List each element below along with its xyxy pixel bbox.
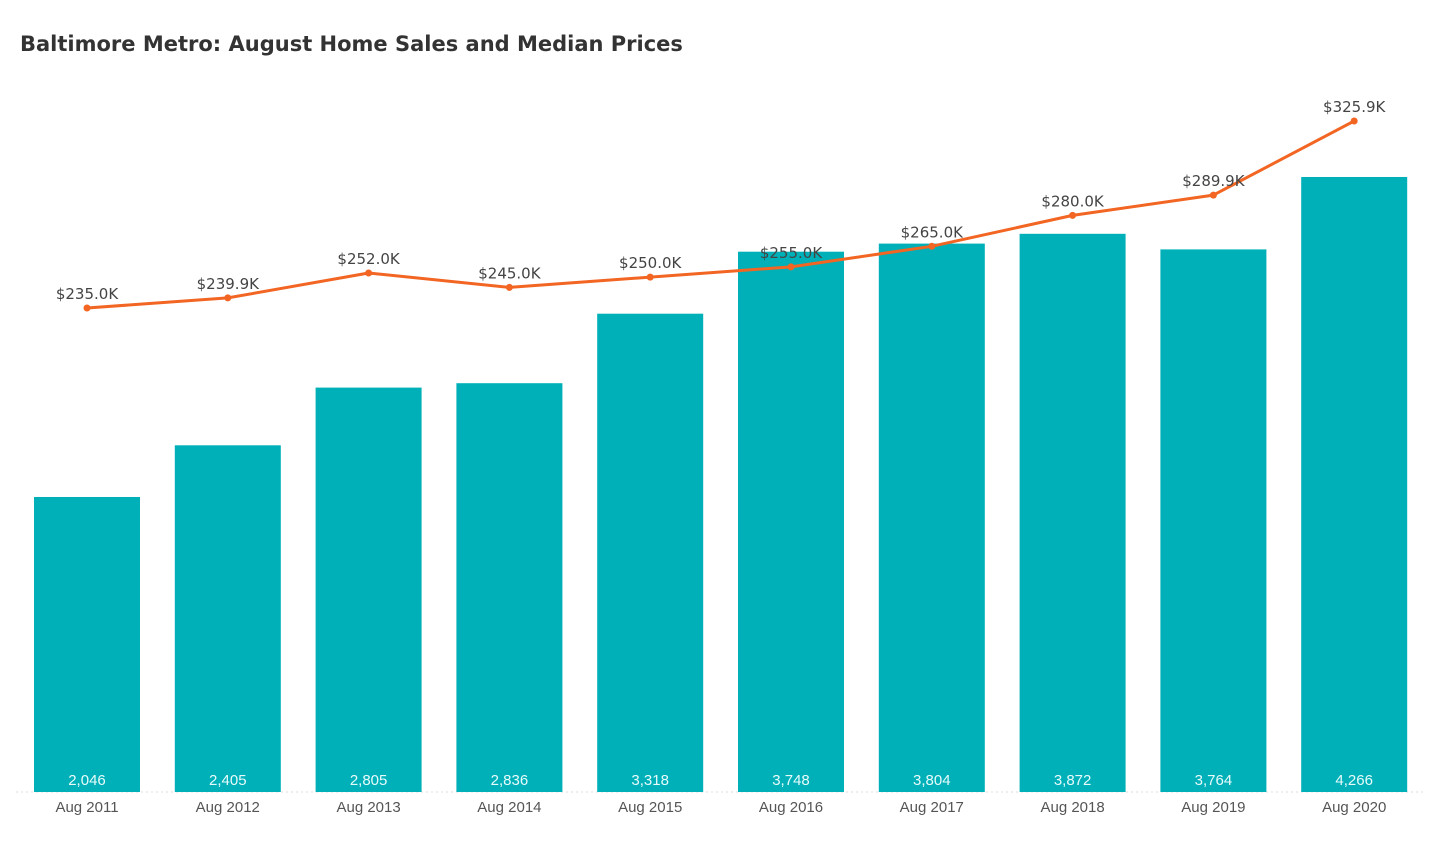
x-ticks-layer: Aug 2011 Aug 2012 Aug 2013 Aug 2014 Aug 2015…	[55, 799, 1386, 816]
bar-value-label: 3,872	[1054, 772, 1092, 789]
price-point[interactable]	[646, 273, 654, 281]
price-point[interactable]	[365, 269, 373, 277]
price-point[interactable]	[83, 304, 91, 312]
x-tick-label: Aug 2014	[477, 799, 541, 816]
x-tick-label: Aug 2019	[1181, 799, 1245, 816]
price-point[interactable]	[928, 242, 936, 250]
x-tick-label: Aug 2012	[196, 799, 260, 816]
price-line-layer: $235.0K $239.9K $252.0K $245.0K $250.0K $255.…	[56, 98, 1387, 312]
price-label: $235.0K	[56, 285, 119, 303]
chart-title: Baltimore Metro: August Home Sales and M…	[20, 32, 683, 56]
x-tick-label: Aug 2015	[618, 799, 682, 816]
bar-value-label: 4,266	[1335, 772, 1373, 789]
price-point[interactable]	[1350, 117, 1358, 125]
bar-aug-2013[interactable]	[315, 387, 422, 792]
price-point[interactable]	[1069, 211, 1077, 219]
price-label: $252.0K	[337, 250, 400, 268]
price-label: $325.9K	[1323, 98, 1386, 116]
bar-aug-2011[interactable]	[34, 497, 140, 792]
x-tick-label: Aug 2020	[1322, 799, 1386, 816]
bar-aug-2017[interactable]	[878, 243, 985, 793]
median-price-line	[85, 119, 1356, 310]
x-tick-label: Aug 2018	[1040, 799, 1104, 816]
bar-value-label: 2,405	[209, 772, 247, 789]
x-tick-label: Aug 2011	[55, 799, 118, 816]
price-label: $289.9K	[1182, 172, 1245, 190]
price-label: $265.0K	[901, 223, 964, 241]
bar-value-label: 2,046	[68, 772, 106, 789]
bar-value-label: 2,805	[350, 772, 388, 789]
price-label: $280.0K	[1041, 192, 1104, 210]
bar-aug-2014[interactable]	[456, 383, 563, 792]
x-tick-label: Aug 2013	[336, 799, 400, 816]
price-label: $245.0K	[478, 264, 541, 282]
bar-value-label: 2,836	[491, 772, 529, 789]
bar-value-label: 3,764	[1195, 772, 1233, 789]
price-label: $250.0K	[619, 254, 682, 272]
price-point[interactable]	[1209, 191, 1217, 199]
bar-aug-2015[interactable]	[597, 313, 704, 792]
bar-aug-2018[interactable]	[1019, 233, 1126, 793]
price-point[interactable]	[787, 263, 795, 271]
bar-aug-2012[interactable]	[174, 445, 281, 792]
price-point[interactable]	[505, 283, 513, 291]
price-label: $255.0K	[760, 244, 823, 262]
bar-value-label: 3,804	[913, 772, 951, 789]
bar-aug-2019[interactable]	[1160, 249, 1267, 792]
bar-value-label: 3,318	[631, 772, 669, 789]
bar-aug-2020[interactable]	[1301, 177, 1408, 792]
price-point[interactable]	[224, 294, 232, 302]
x-tick-label: Aug 2016	[759, 799, 823, 816]
bar-value-label: 3,748	[772, 772, 810, 789]
bar-aug-2016[interactable]	[738, 251, 844, 792]
x-tick-label: Aug 2017	[900, 799, 964, 816]
price-label: $239.9K	[197, 275, 260, 293]
bars-layer: 2,046 2,405 2,805 2,836 3,318 3,748 3,804 3,872…	[34, 177, 1408, 793]
